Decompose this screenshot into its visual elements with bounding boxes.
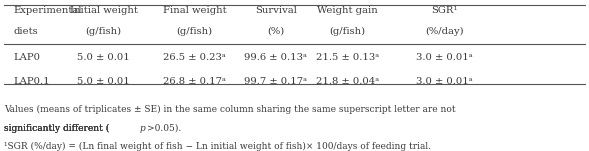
Text: 21.8 ± 0.04ᵃ: 21.8 ± 0.04ᵃ: [316, 77, 379, 86]
Text: (%): (%): [267, 27, 284, 36]
Text: (g/fish): (g/fish): [85, 27, 121, 36]
Text: (g/fish): (g/fish): [329, 27, 365, 36]
Text: significantly different (​: significantly different (​: [4, 124, 109, 133]
Text: 5.0 ± 0.01: 5.0 ± 0.01: [77, 77, 130, 86]
Text: SGR¹: SGR¹: [431, 6, 458, 15]
Text: 99.7 ± 0.17ᵃ: 99.7 ± 0.17ᵃ: [244, 77, 307, 86]
Text: 26.5 ± 0.23ᵃ: 26.5 ± 0.23ᵃ: [163, 53, 226, 62]
Text: Initial weight: Initial weight: [70, 6, 137, 15]
Text: Survival: Survival: [255, 6, 297, 15]
Text: ¹SGR (%/day) = (Ln final weight of fish − Ln initial weight of fish)× 100/days o: ¹SGR (%/day) = (Ln final weight of fish …: [4, 142, 431, 151]
Text: LAP0.1: LAP0.1: [14, 77, 50, 86]
Text: (%/day): (%/day): [425, 27, 464, 36]
Text: (g/fish): (g/fish): [177, 27, 213, 36]
Text: Experimental: Experimental: [14, 6, 82, 15]
Text: 3.0 ± 0.01ᵃ: 3.0 ± 0.01ᵃ: [416, 53, 472, 62]
Text: 5.0 ± 0.01: 5.0 ± 0.01: [77, 53, 130, 62]
Text: 3.0 ± 0.01ᵃ: 3.0 ± 0.01ᵃ: [416, 77, 472, 86]
Text: 26.8 ± 0.17ᵃ: 26.8 ± 0.17ᵃ: [163, 77, 226, 86]
Text: p: p: [0, 150, 1, 151]
Text: >0.05).: >0.05).: [147, 124, 181, 133]
Text: diets: diets: [14, 27, 38, 36]
Text: significantly different (: significantly different (: [4, 124, 109, 133]
Text: significantly different (: significantly different (: [4, 124, 109, 133]
Text: p: p: [139, 124, 145, 133]
Text: Values (means of triplicates ± SE) in the same column sharing the same superscri: Values (means of triplicates ± SE) in th…: [4, 105, 455, 114]
Text: 21.5 ± 0.13ᵃ: 21.5 ± 0.13ᵃ: [316, 53, 379, 62]
Text: significantly different (: significantly different (: [0, 150, 1, 151]
Text: LAP0: LAP0: [14, 53, 41, 62]
Text: 99.6 ± 0.13ᵃ: 99.6 ± 0.13ᵃ: [244, 53, 307, 62]
Text: Final weight: Final weight: [163, 6, 226, 15]
Text: Weight gain: Weight gain: [317, 6, 378, 15]
